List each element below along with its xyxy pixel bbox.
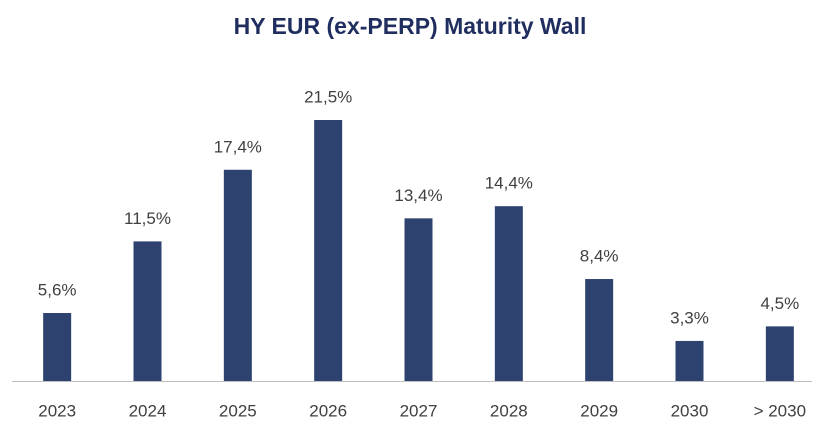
data-label: 5,6%	[38, 281, 77, 300]
x-tick-label: > 2030	[754, 401, 806, 420]
x-tick-label: 2023	[38, 401, 76, 420]
bar	[404, 218, 433, 381]
bar	[494, 206, 523, 381]
x-tick-label: 2028	[490, 401, 528, 420]
x-tick-label: 2026	[309, 401, 347, 420]
data-label: 17,4%	[214, 137, 262, 156]
bar	[675, 340, 704, 381]
chart-title: HY EUR (ex-PERP) Maturity Wall	[234, 13, 587, 39]
x-tick-label: 2027	[400, 401, 438, 420]
data-label: 8,4%	[580, 247, 619, 266]
data-label: 21,5%	[304, 87, 352, 106]
data-label: 11,5%	[124, 209, 171, 228]
bar	[765, 326, 794, 381]
data-label: 14,4%	[485, 174, 533, 193]
bar	[585, 279, 614, 381]
bar	[133, 241, 162, 381]
bar	[314, 120, 343, 381]
x-tick-label: 2029	[580, 401, 618, 420]
bar	[223, 169, 252, 381]
bar	[43, 313, 72, 381]
data-label: 4,5%	[760, 294, 799, 313]
x-tick-label: 2024	[129, 401, 167, 420]
x-tick-label: 2030	[671, 401, 709, 420]
x-tick-label: 2025	[219, 401, 257, 420]
data-label: 3,3%	[670, 308, 709, 327]
data-label: 13,4%	[394, 186, 442, 205]
